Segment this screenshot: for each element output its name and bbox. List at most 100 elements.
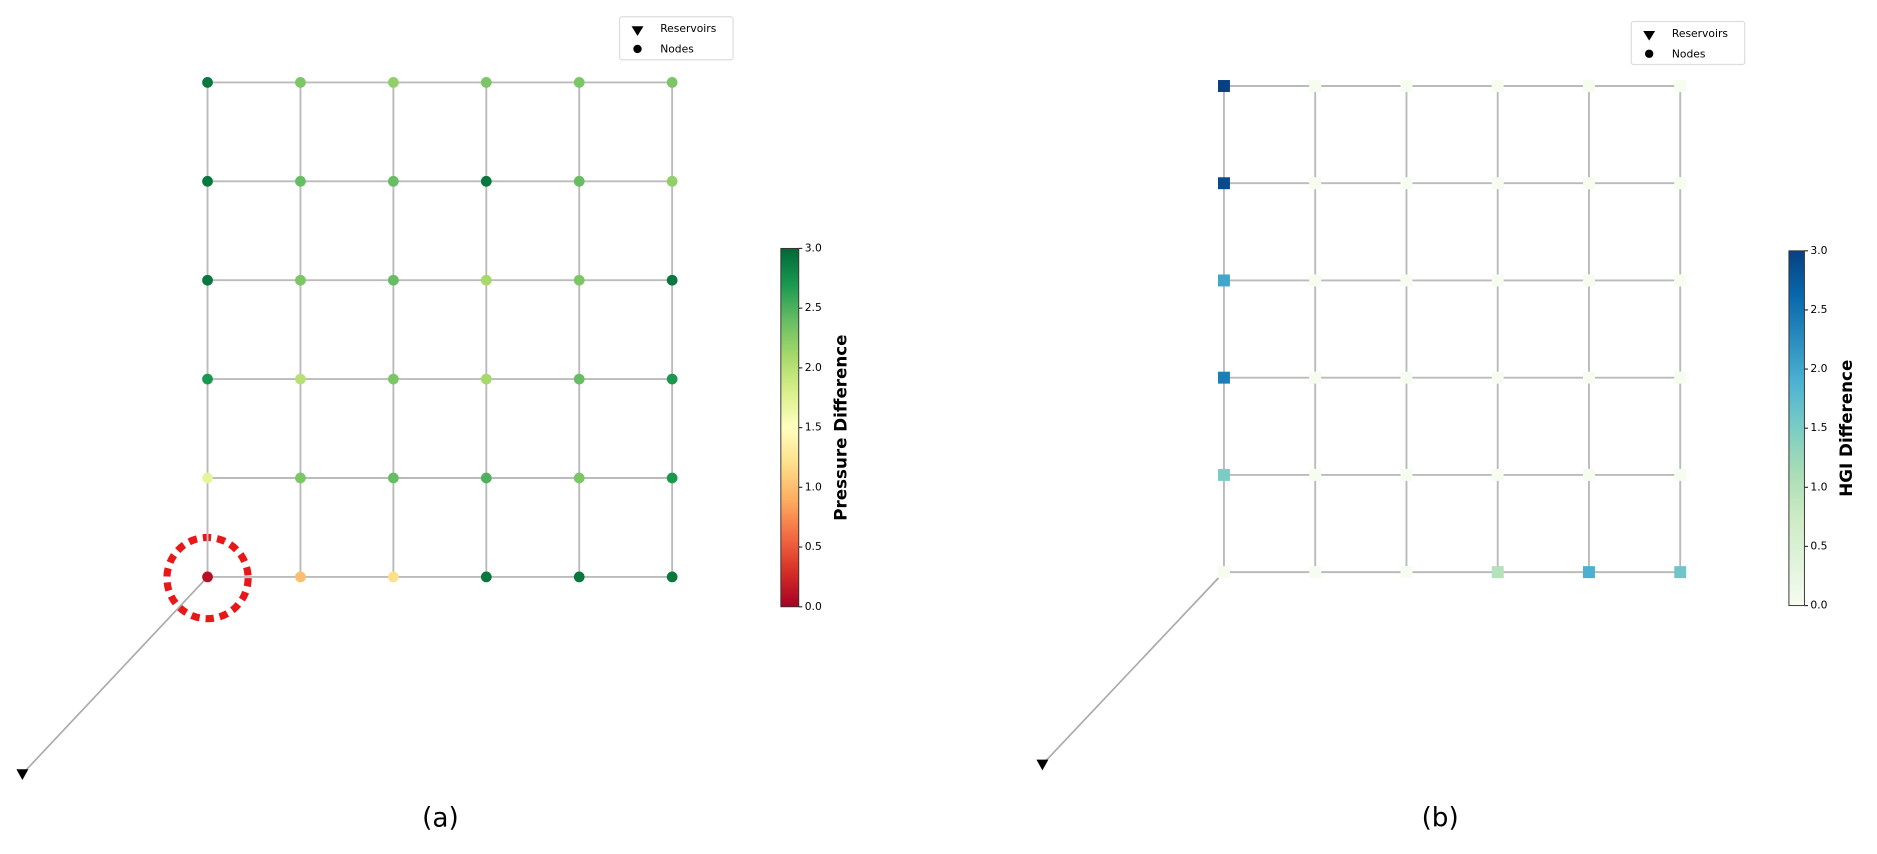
colorbar: [1788, 250, 1805, 607]
node: [1400, 468, 1413, 481]
panel-label: (b): [1422, 804, 1459, 834]
node: [1309, 274, 1322, 287]
node: [1583, 468, 1595, 481]
node: [295, 571, 306, 583]
node: [1400, 566, 1413, 579]
colorbar: [780, 247, 800, 608]
node: [202, 175, 213, 187]
colorbar-tick-label: 2.0: [1810, 362, 1827, 375]
legend-marker: [1643, 31, 1656, 41]
node: [1217, 80, 1230, 92]
reservoir-pipe: [21, 576, 209, 775]
node: [1309, 371, 1322, 384]
node: [1400, 371, 1413, 384]
node: [666, 274, 678, 286]
node: [202, 571, 213, 583]
node: [1309, 566, 1322, 579]
node: [1491, 371, 1504, 384]
node: [1309, 80, 1322, 92]
node: [295, 77, 306, 88]
node: [1400, 80, 1413, 92]
node: [387, 77, 399, 88]
node: [295, 373, 306, 385]
node: [1217, 274, 1230, 287]
colorbar-tick-label: 0.5: [1810, 539, 1827, 552]
node: [387, 274, 399, 286]
node: [1491, 274, 1504, 287]
colorbar-title: Pressure Difference: [831, 334, 851, 520]
legend-label: Nodes: [1672, 47, 1706, 60]
node: [295, 472, 306, 484]
node: [202, 373, 213, 385]
colorbar-tick-label: 0.5: [805, 540, 822, 553]
colorbar-tick-label: 1.0: [1810, 480, 1827, 493]
node: [1217, 468, 1230, 481]
node: [1491, 177, 1504, 190]
node: [573, 571, 585, 583]
node: [666, 472, 678, 484]
node: [1674, 177, 1687, 190]
colorbar-tick-label: 0.0: [1810, 599, 1827, 612]
node: [1583, 371, 1595, 384]
colorbar-tick-label: 2.5: [1810, 303, 1827, 316]
node: [573, 472, 585, 484]
node: [573, 77, 585, 88]
node: [480, 571, 492, 583]
node: [1674, 566, 1687, 579]
node: [1309, 468, 1322, 481]
legend-marker: [1644, 49, 1654, 58]
node: [1674, 468, 1687, 481]
node: [387, 472, 399, 484]
node: [1583, 80, 1595, 92]
node: [387, 571, 399, 583]
colorbar-tick-label: 0.0: [805, 600, 822, 613]
node: [480, 274, 492, 286]
reservoir-pipe: [1041, 571, 1225, 765]
node: [480, 373, 492, 385]
node: [666, 373, 678, 385]
panel-label: (a): [422, 804, 459, 834]
node: [1583, 274, 1595, 287]
node: [666, 571, 678, 583]
colorbar-tick-label: 1.0: [805, 480, 822, 493]
legend-box: [1630, 20, 1746, 66]
node: [666, 175, 678, 187]
legend-label: Reservoirs: [1672, 27, 1729, 40]
colorbar-tick-label: 1.5: [805, 421, 822, 434]
colorbar-tick-label: 3.0: [1810, 244, 1827, 257]
node: [295, 274, 306, 286]
reservoir: [1036, 759, 1049, 771]
node: [1491, 468, 1504, 481]
legend-label: Reservoirs: [660, 22, 717, 35]
legend-box: [618, 16, 734, 61]
colorbar-tick-label: 2.5: [805, 301, 822, 314]
node: [1217, 177, 1230, 190]
node: [480, 175, 492, 187]
node: [1674, 80, 1687, 92]
node: [202, 472, 213, 484]
legend-marker: [633, 44, 642, 54]
node: [666, 77, 678, 88]
node: [295, 175, 306, 187]
node: [1583, 566, 1595, 579]
colorbar-tick-label: 2.0: [805, 361, 822, 374]
colorbar-tick-label: 1.5: [1810, 421, 1827, 434]
node: [1400, 274, 1413, 287]
node: [1217, 566, 1230, 579]
node: [1583, 177, 1595, 190]
node: [202, 77, 213, 88]
node: [1400, 177, 1413, 190]
node: [1309, 177, 1322, 190]
node: [387, 373, 399, 385]
colorbar-title: HGI Difference: [1836, 360, 1856, 497]
reservoir: [16, 769, 29, 780]
legend-label: Nodes: [660, 43, 694, 56]
node: [573, 175, 585, 187]
node: [573, 373, 585, 385]
node: [202, 274, 213, 286]
node: [387, 175, 399, 187]
legend-marker: [631, 26, 644, 36]
node: [573, 274, 585, 286]
node: [1217, 371, 1230, 384]
